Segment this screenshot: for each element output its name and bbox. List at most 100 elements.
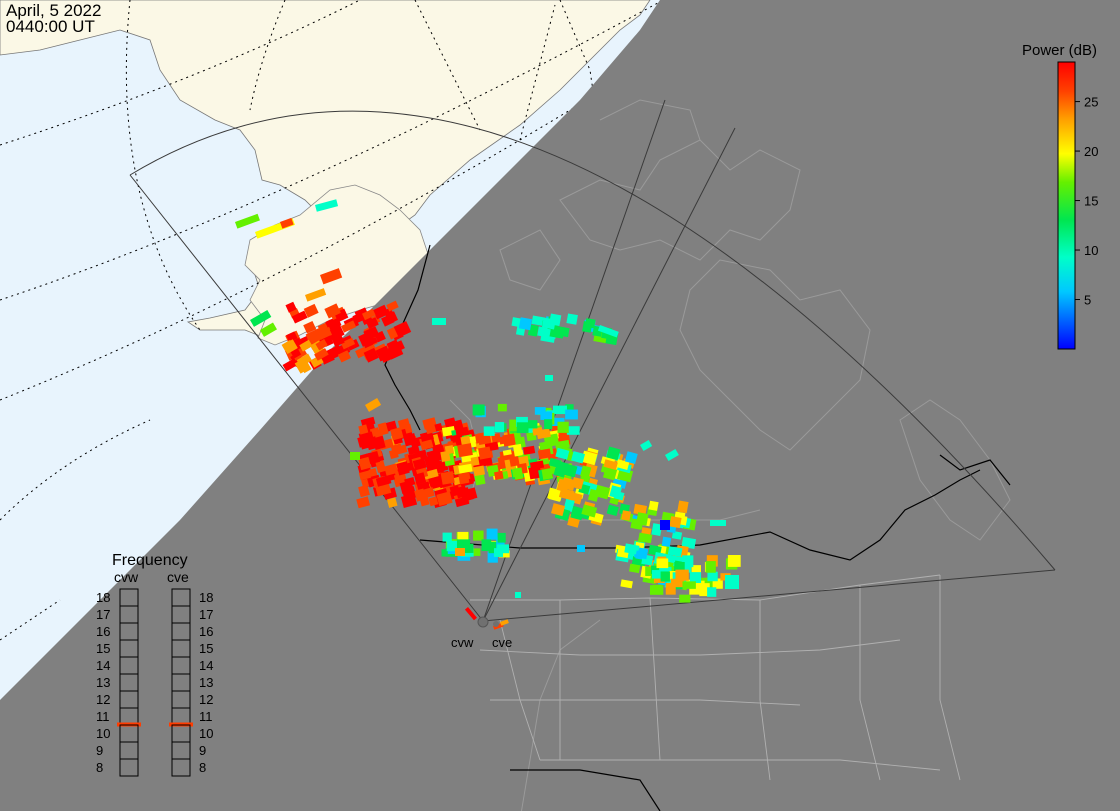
backscatter-cell <box>291 310 308 324</box>
backscatter-cell <box>340 337 356 350</box>
radar-site-cvw-marker <box>477 616 489 628</box>
backscatter-cell <box>665 449 679 462</box>
frequency-panel: Frequency cvw cve 18 18 17 17 16 16 15 15 14 14 13… <box>96 552 213 777</box>
backscatter-cell <box>609 485 622 499</box>
backscatter-cell <box>552 405 567 415</box>
backscatter-cell <box>317 326 333 340</box>
colorbar-tick-label: 15 <box>1084 194 1098 209</box>
frequency-level-label: 13 <box>199 675 213 690</box>
backscatter-cell <box>497 403 507 412</box>
backscatter-cell <box>305 328 323 345</box>
backscatter-cell <box>651 523 663 536</box>
backscatter-cell <box>432 318 446 325</box>
backscatter-cell <box>637 547 649 560</box>
frequency-level-box <box>171 758 191 777</box>
backscatter-cell <box>689 585 700 595</box>
backscatter-cell <box>633 503 648 516</box>
backscatter-cell <box>393 321 412 338</box>
backscatter-cell <box>299 339 313 352</box>
backscatter-cell <box>361 308 376 321</box>
frequency-level-label: 18 <box>96 590 110 605</box>
backscatter-cell <box>615 459 630 470</box>
backscatter-cell <box>442 532 452 542</box>
backscatter-cell <box>544 419 553 430</box>
backscatter-cell <box>540 411 553 420</box>
backscatter-cell <box>483 426 495 436</box>
frequency-level-label: 15 <box>96 641 110 656</box>
backscatter-cell <box>303 320 317 334</box>
backscatter-cell <box>706 555 718 567</box>
backscatter-cell <box>621 510 632 521</box>
backscatter-cell <box>677 500 689 514</box>
backscatter-cell <box>667 546 683 557</box>
radar-fov <box>129 99 1056 622</box>
frequency-level-label: 16 <box>199 624 213 639</box>
backscatter-cell <box>388 449 399 460</box>
backscatter-cell <box>566 426 580 435</box>
backscatter-cell <box>584 318 596 329</box>
backscatter-cell <box>681 561 692 573</box>
backscatter-cell <box>652 584 662 593</box>
backscatter-cell <box>363 347 379 363</box>
backscatter-cell <box>581 504 598 518</box>
backscatter-cell <box>314 348 329 361</box>
frequency-level-label: 14 <box>96 658 110 673</box>
backscatter-cell <box>620 579 633 589</box>
backscatter-cell <box>286 331 298 343</box>
backscatter-cell <box>541 467 554 480</box>
backscatter-cell <box>386 300 399 312</box>
backscatter-cell <box>315 199 339 212</box>
backscatter-cell <box>523 445 536 455</box>
backscatter-cell <box>565 409 578 420</box>
frequency-level-label: 10 <box>96 726 110 741</box>
backscatter-cell <box>705 561 716 573</box>
backscatter-cell <box>457 443 473 458</box>
backscatter-cell <box>377 422 389 436</box>
backscatter-cell <box>725 575 739 589</box>
backscatter-cell <box>365 317 379 329</box>
backscatter-cell <box>428 476 442 490</box>
backscatter-cell <box>386 497 398 508</box>
backscatter-cell <box>455 426 469 437</box>
backscatter-cell <box>372 304 389 320</box>
backscatter-cell <box>305 288 327 302</box>
colorbar-tick-label: 5 <box>1084 293 1091 308</box>
backscatter-cell <box>602 466 618 481</box>
time-label: 0440:00 UT <box>6 17 95 36</box>
backscatter-cell <box>456 539 471 549</box>
backscatter-cell <box>636 512 649 526</box>
backscatter-cell <box>645 566 655 576</box>
backscatter-cell <box>390 427 404 441</box>
backscatter-cell <box>509 419 521 432</box>
frequency-level-label: 10 <box>199 726 213 741</box>
colorbar-gradient <box>1057 61 1076 350</box>
backscatter-cell <box>537 448 552 460</box>
backscatter-cell <box>324 303 341 319</box>
backscatter-cell <box>358 456 372 471</box>
backscatter-cell <box>628 563 641 574</box>
frequency-level-label: 9 <box>199 743 206 758</box>
backscatter-cell <box>513 467 524 480</box>
backscatter-cell <box>282 358 299 372</box>
backscatter-cell <box>545 375 553 381</box>
graticule <box>0 0 746 641</box>
radar-site-cve-label: cve <box>492 635 512 650</box>
backscatter-cell <box>487 551 498 563</box>
backscatter-cell <box>381 314 395 327</box>
backscatter-cell <box>570 505 585 521</box>
international-border <box>384 244 1011 811</box>
backscatter-cell <box>548 488 563 502</box>
backscatter-cell <box>413 472 427 485</box>
frequency-level-label: 8 <box>96 760 103 775</box>
backscatter-cell <box>407 445 420 456</box>
backscatter-cell <box>372 435 386 451</box>
frequency-level-label: 8 <box>199 760 206 775</box>
radar-site-cve-marker <box>493 621 499 627</box>
backscatter-cell <box>375 460 387 473</box>
backscatter-cell <box>660 520 670 530</box>
backscatter-cell <box>446 540 458 552</box>
backscatter-cell <box>571 476 584 490</box>
